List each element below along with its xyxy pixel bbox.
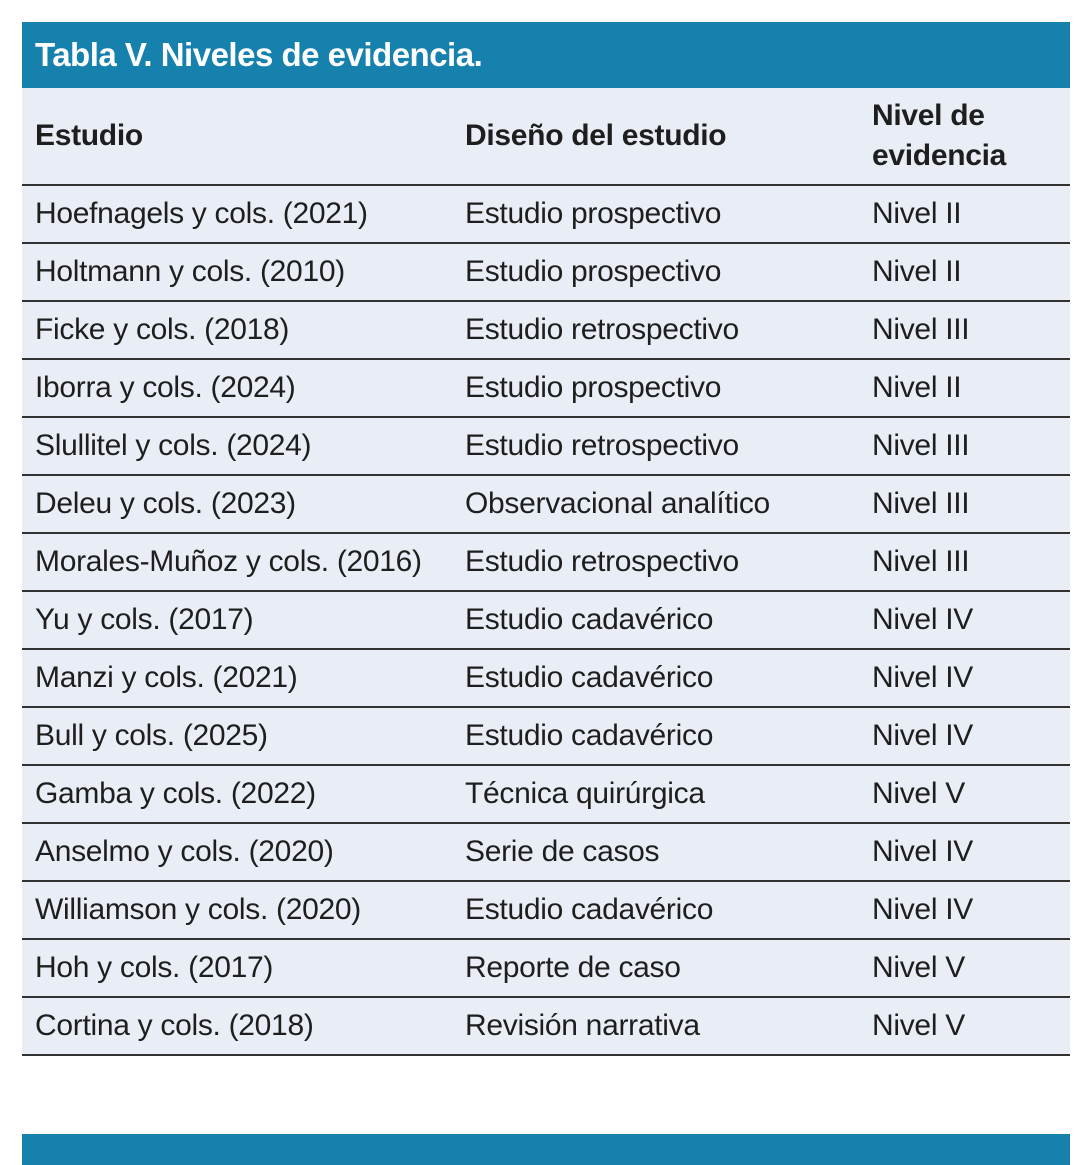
- level-cell: Nivel III: [872, 429, 970, 462]
- level-cell: Nivel V: [872, 1009, 965, 1042]
- design-cell: Reporte de caso: [465, 951, 681, 984]
- level-cell: Nivel II: [872, 255, 962, 288]
- study-cell: Williamson y cols. (2020): [35, 893, 361, 926]
- design-cell: Estudio prospectivo: [465, 371, 722, 404]
- table-row: Cortina y cols. (2018) Revisión narrativ…: [22, 998, 1070, 1056]
- design-cell: Estudio retrospectivo: [465, 429, 739, 462]
- table-row: Anselmo y cols. (2020) Serie de casos Ni…: [22, 824, 1070, 882]
- level-cell: Nivel III: [872, 313, 970, 346]
- table-header-row: Estudio Diseño del estudio Nivel de evid…: [22, 88, 1070, 186]
- study-cell: Gamba y cols. (2022): [35, 777, 316, 810]
- table-row: Bull y cols. (2025) Estudio cadavérico N…: [22, 708, 1070, 766]
- study-cell: Bull y cols. (2025): [35, 719, 268, 752]
- design-cell: Estudio prospectivo: [465, 197, 722, 230]
- table-title: Tabla V. Niveles de evidencia.: [35, 36, 483, 73]
- column-header-nivel: Nivel de evidencia: [872, 99, 1007, 172]
- table-row: Hoefnagels y cols. (2021) Estudio prospe…: [22, 186, 1070, 244]
- level-cell: Nivel V: [872, 951, 965, 984]
- table-row: Manzi y cols. (2021) Estudio cadavérico …: [22, 650, 1070, 708]
- table-figure: Tabla V. Niveles de evidencia. Estudio D…: [22, 22, 1070, 1056]
- table-row: Ficke y cols. (2018) Estudio retrospecti…: [22, 302, 1070, 360]
- column-header-estudio: Estudio: [35, 119, 143, 152]
- study-cell: Yu y cols. (2017): [35, 603, 254, 636]
- column-header-diseno: Diseño del estudio: [465, 119, 727, 152]
- table-body: Hoefnagels y cols. (2021) Estudio prospe…: [22, 186, 1070, 1056]
- design-cell: Estudio cadavérico: [465, 661, 714, 694]
- study-cell: Iborra y cols. (2024): [35, 371, 296, 404]
- level-cell: Nivel IV: [872, 893, 973, 926]
- table-row: Morales-Muñoz y cols. (2016) Estudio ret…: [22, 534, 1070, 592]
- design-cell: Estudio cadavérico: [465, 893, 714, 926]
- table-row: Yu y cols. (2017) Estudio cadavérico Niv…: [22, 592, 1070, 650]
- study-cell: Hoefnagels y cols. (2021): [35, 197, 368, 230]
- table-row: Holtmann y cols. (2010) Estudio prospect…: [22, 244, 1070, 302]
- level-cell: Nivel II: [872, 371, 962, 404]
- table-row: Deleu y cols. (2023) Observacional analí…: [22, 476, 1070, 534]
- level-cell: Nivel III: [872, 545, 970, 578]
- table-row: Iborra y cols. (2024) Estudio prospectiv…: [22, 360, 1070, 418]
- level-cell: Nivel IV: [872, 835, 973, 868]
- table-row: Williamson y cols. (2020) Estudio cadavé…: [22, 882, 1070, 940]
- study-cell: Morales-Muñoz y cols. (2016): [35, 545, 422, 578]
- level-cell: Nivel III: [872, 487, 970, 520]
- table-row: Slullitel y cols. (2024) Estudio retrosp…: [22, 418, 1070, 476]
- design-cell: Revisión narrativa: [465, 1009, 700, 1042]
- study-cell: Anselmo y cols. (2020): [35, 835, 334, 868]
- table-row: Hoh y cols. (2017) Reporte de caso Nivel…: [22, 940, 1070, 998]
- study-cell: Cortina y cols. (2018): [35, 1009, 314, 1042]
- table-row: Gamba y cols. (2022) Técnica quirúrgica …: [22, 766, 1070, 824]
- design-cell: Estudio prospectivo: [465, 255, 722, 288]
- level-cell: Nivel II: [872, 197, 962, 230]
- study-cell: Hoh y cols. (2017): [35, 951, 274, 984]
- table-title-bar: Tabla V. Niveles de evidencia.: [22, 22, 1070, 88]
- design-cell: Técnica quirúrgica: [465, 777, 705, 810]
- design-cell: Estudio cadavérico: [465, 603, 714, 636]
- design-cell: Estudio cadavérico: [465, 719, 714, 752]
- level-cell: Nivel IV: [872, 661, 973, 694]
- study-cell: Holtmann y cols. (2010): [35, 255, 345, 288]
- study-cell: Ficke y cols. (2018): [35, 313, 290, 346]
- level-cell: Nivel IV: [872, 603, 973, 636]
- design-cell: Serie de casos: [465, 835, 660, 868]
- study-cell: Deleu y cols. (2023): [35, 487, 296, 520]
- study-cell: Manzi y cols. (2021): [35, 661, 298, 694]
- table-footer-bar: [22, 1134, 1070, 1165]
- design-cell: Estudio retrospectivo: [465, 313, 739, 346]
- level-cell: Nivel IV: [872, 719, 973, 752]
- evidence-table: Estudio Diseño del estudio Nivel de evid…: [22, 88, 1070, 1056]
- level-cell: Nivel V: [872, 777, 965, 810]
- study-cell: Slullitel y cols. (2024): [35, 429, 312, 462]
- design-cell: Observacional analítico: [465, 487, 770, 520]
- design-cell: Estudio retrospectivo: [465, 545, 739, 578]
